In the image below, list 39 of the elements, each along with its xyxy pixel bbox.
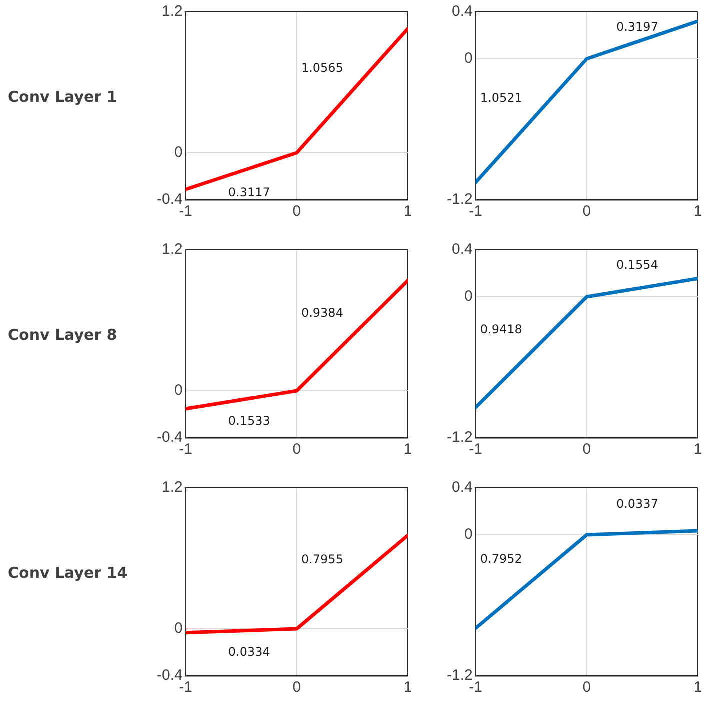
x-tick-label: 1 <box>404 441 412 458</box>
annotation: 0.3197 <box>616 20 658 34</box>
annotation: 0.7955 <box>301 552 344 566</box>
annotation: 0.1533 <box>228 414 270 428</box>
y-tick-label: 0 <box>464 288 473 306</box>
y-tick-label: 1.2 <box>162 241 183 258</box>
y-axis-title: Conv Layer 14 <box>8 564 128 582</box>
annotation: 1.0565 <box>301 61 344 76</box>
y-tick-label: 0.4 <box>452 3 473 20</box>
y-tick-label: 0 <box>174 382 183 400</box>
y-tick-label: 0 <box>174 144 183 162</box>
x-tick-label: 1 <box>404 203 412 220</box>
x-tick-label: 0 <box>292 441 302 458</box>
annotation: 0.1554 <box>616 258 658 272</box>
y-tick-label: 1.2 <box>162 479 183 496</box>
x-tick-label: 0 <box>582 203 592 220</box>
y-tick-label: 0.4 <box>452 479 473 496</box>
x-tick-label: 1 <box>404 679 412 696</box>
y-tick-label: 1.2 <box>162 3 183 20</box>
x-tick-label: 1 <box>694 679 702 696</box>
y-tick-label: 0.4 <box>452 241 473 258</box>
annotation: 0.9418 <box>480 322 522 336</box>
x-tick-label: 0 <box>292 203 302 220</box>
x-tick-label: 0 <box>292 679 302 696</box>
annotation: 0.7952 <box>480 552 522 566</box>
y-tick-label: 0 <box>464 50 473 68</box>
x-tick-label: 0 <box>582 441 592 458</box>
annotation: 1.0521 <box>480 90 522 105</box>
x-tick-label: 1 <box>694 441 702 458</box>
y-axis-title: Conv Layer 8 <box>8 326 118 344</box>
annotation: 0.0334 <box>228 645 270 660</box>
y-axis-title: Conv Layer 1 <box>8 88 118 106</box>
annotation: 0.9384 <box>301 306 344 320</box>
y-tick-label: 0 <box>174 620 183 638</box>
y-tick-label: 0 <box>464 526 473 544</box>
annotation: 0.3117 <box>228 185 270 200</box>
annotation: 0.0337 <box>616 497 658 512</box>
x-tick-label: 1 <box>694 203 702 220</box>
x-tick-label: 0 <box>582 679 592 696</box>
